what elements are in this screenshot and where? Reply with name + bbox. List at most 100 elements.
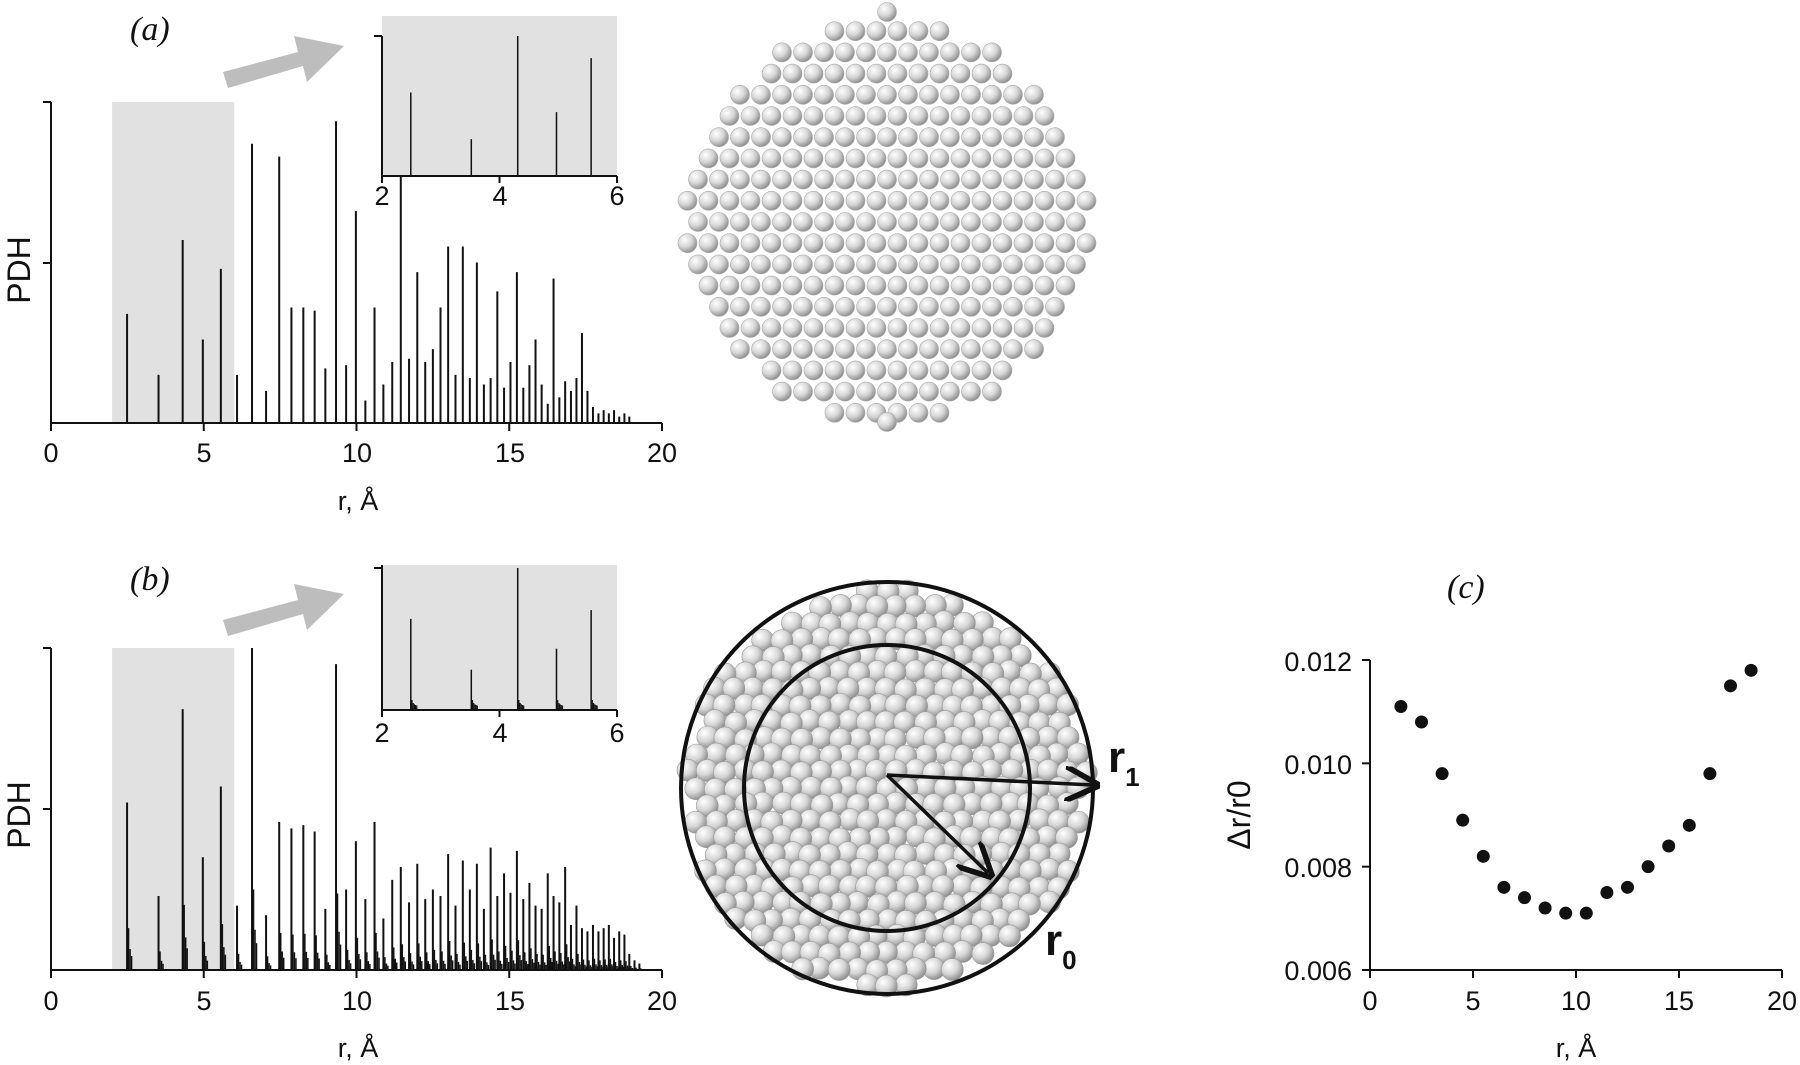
atom-sphere xyxy=(1045,212,1065,232)
panel-a-zoom-arrow xyxy=(223,36,344,88)
panel-b-inset-bars xyxy=(381,568,618,717)
atom-sphere xyxy=(1034,106,1055,126)
atom-sphere xyxy=(971,191,992,211)
atom-sphere xyxy=(856,339,876,360)
atom-sphere xyxy=(688,169,708,190)
atom-sphere xyxy=(866,63,887,84)
atom-sphere xyxy=(940,254,960,275)
atom-sphere xyxy=(677,233,698,253)
atom-sphere xyxy=(824,318,845,338)
atom-sphere xyxy=(698,233,719,253)
atom-sphere xyxy=(866,318,887,338)
atom-sphere xyxy=(898,212,918,232)
atom-sphere xyxy=(950,275,971,296)
panel-a-xtick-10: 10 xyxy=(342,438,372,468)
atom-sphere xyxy=(730,212,750,232)
atom-sphere xyxy=(772,127,792,147)
atom-sphere xyxy=(845,63,866,84)
atom-sphere xyxy=(866,191,887,211)
data-point xyxy=(1456,813,1470,827)
atom-sphere xyxy=(782,233,803,253)
atom-sphere xyxy=(1003,296,1023,317)
atom-sphere xyxy=(1076,233,1097,253)
atom-sphere xyxy=(845,318,866,338)
atom-sphere xyxy=(814,381,834,402)
atom-sphere xyxy=(898,381,918,402)
panel-b-ylabel: PDH xyxy=(1,781,37,849)
panel-a-bars xyxy=(126,121,631,423)
atom-sphere xyxy=(772,339,792,360)
atom-sphere xyxy=(919,127,939,147)
atom-sphere xyxy=(929,63,950,84)
atom-sphere xyxy=(761,233,782,253)
atom-sphere xyxy=(992,360,1013,381)
atom-sphere xyxy=(1034,148,1055,169)
atom-sphere xyxy=(835,212,855,232)
atom-sphere xyxy=(824,275,845,296)
atom-sphere xyxy=(941,958,964,981)
atom-sphere xyxy=(877,212,897,232)
panel-a-x-ticks xyxy=(50,423,663,431)
atom-sphere xyxy=(908,275,929,296)
atom-sphere xyxy=(793,254,813,275)
atom-sphere xyxy=(814,254,834,275)
atom-sphere xyxy=(814,212,834,232)
panel-a-xtick-20: 20 xyxy=(647,438,677,468)
panel-a-ylabel: PDH xyxy=(1,236,37,304)
atom-sphere xyxy=(982,296,1002,317)
atom-sphere xyxy=(709,169,729,190)
atom-sphere xyxy=(793,296,813,317)
panel-c-ytick-0006: 0.006 xyxy=(1284,956,1352,986)
atom-sphere xyxy=(929,21,950,42)
atom-sphere xyxy=(982,339,1002,360)
atom-sphere xyxy=(960,726,984,750)
atom-sphere xyxy=(782,360,803,381)
data-point xyxy=(1435,767,1449,781)
atom-sphere xyxy=(730,254,750,275)
atom-sphere xyxy=(887,148,908,169)
data-point xyxy=(1415,715,1428,729)
atom-sphere xyxy=(824,191,845,211)
atom-sphere xyxy=(1066,169,1086,190)
atom-sphere xyxy=(722,677,746,700)
atom-sphere xyxy=(740,233,761,253)
cluster-disordered xyxy=(676,579,1098,998)
atom-sphere xyxy=(971,942,995,965)
atom-sphere xyxy=(698,148,719,169)
atom-sphere xyxy=(803,148,824,169)
atom-sphere xyxy=(992,233,1013,253)
atom-sphere xyxy=(887,318,908,338)
atom-sphere xyxy=(845,21,866,42)
atom-sphere xyxy=(929,191,950,211)
atom-sphere xyxy=(887,106,908,126)
atom-sphere xyxy=(1076,191,1097,211)
atom-sphere xyxy=(761,275,782,296)
atom-sphere xyxy=(772,212,792,232)
atom-sphere xyxy=(730,85,750,105)
atom-sphere xyxy=(961,254,981,275)
panel-a-xtick-15: 15 xyxy=(495,438,525,468)
atom-sphere xyxy=(835,42,855,63)
atom-sphere xyxy=(929,360,950,381)
atom-sphere xyxy=(940,42,960,63)
atom-sphere xyxy=(982,127,1002,147)
atom-sphere xyxy=(929,402,950,423)
atom-sphere xyxy=(782,318,803,338)
atom-sphere xyxy=(961,169,981,190)
atom-sphere xyxy=(740,275,761,296)
panel-b-zoom-arrow xyxy=(223,584,344,636)
atom-sphere xyxy=(950,233,971,253)
atom-sphere xyxy=(772,169,792,190)
atom-sphere xyxy=(961,212,981,232)
atom-sphere xyxy=(793,381,813,402)
atom-sphere xyxy=(709,212,729,232)
data-point xyxy=(1662,839,1676,853)
atom-sphere xyxy=(940,339,960,360)
atom-sphere xyxy=(929,148,950,169)
atom-sphere xyxy=(740,191,761,211)
atom-sphere xyxy=(1045,254,1065,275)
atom-sphere xyxy=(887,275,908,296)
atom-sphere xyxy=(835,381,855,402)
atom-sphere xyxy=(898,85,918,105)
atom-sphere xyxy=(866,275,887,296)
